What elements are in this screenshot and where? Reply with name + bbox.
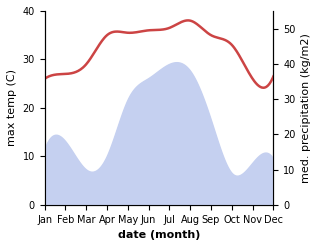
Y-axis label: max temp (C): max temp (C)	[7, 69, 17, 146]
X-axis label: date (month): date (month)	[118, 230, 200, 240]
Y-axis label: med. precipitation (kg/m2): med. precipitation (kg/m2)	[301, 33, 311, 183]
